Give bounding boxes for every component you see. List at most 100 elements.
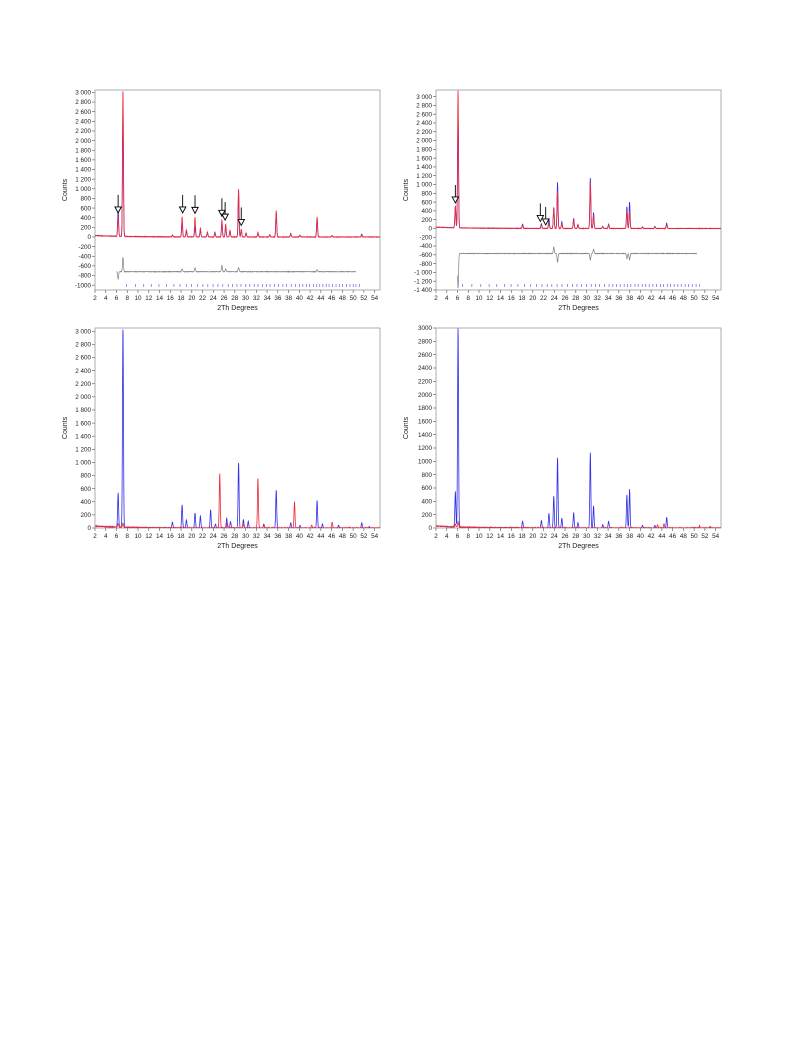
x-tick-label: 10 (135, 533, 143, 540)
x-tick-label: 18 (178, 295, 186, 302)
x-tick-label: 50 (350, 295, 358, 302)
peak-arrow (221, 202, 230, 222)
y-tick-label: 2 600 (416, 111, 432, 118)
y-tick-label: 3 000 (75, 328, 91, 335)
y-tick-label: 3000 (418, 325, 433, 332)
x-tick-label: 18 (178, 533, 186, 540)
y-tick-label: 1 800 (75, 407, 91, 414)
y-tick-label: 600 (421, 485, 432, 492)
x-tick-label: 6 (115, 533, 119, 540)
difference-curve (116, 257, 357, 281)
x-tick-label: 50 (691, 295, 699, 302)
y-tick-label: -1000 (75, 282, 92, 289)
y-tick-label: -600 (78, 263, 91, 270)
y-tick-label: 1 600 (75, 157, 91, 164)
peak-arrow (451, 184, 460, 204)
y-axis-label: Counts (62, 416, 69, 439)
x-tick-label: 34 (605, 533, 613, 540)
series-obs-line (436, 90, 721, 230)
x-tick-label: 30 (583, 533, 591, 540)
y-tick-label: 1 600 (416, 155, 432, 162)
x-tick-label: 8 (467, 295, 471, 302)
y-tick-label: 1 200 (416, 173, 432, 180)
y-tick-label: 600 (80, 486, 91, 493)
x-tick-label: 4 (104, 295, 108, 302)
y-tick-label: 2 800 (416, 103, 432, 110)
x-tick-label: 48 (680, 295, 688, 302)
x-tick-label: 22 (199, 533, 207, 540)
x-tick-label: 46 (669, 295, 677, 302)
y-tick-label: 400 (80, 215, 91, 222)
x-tick-label: 54 (712, 533, 720, 540)
y-tick-label: 1 600 (75, 420, 91, 427)
y-tick-label: 1 400 (75, 167, 91, 174)
x-tick-label: 40 (296, 533, 304, 540)
series-obs-line (95, 91, 380, 239)
x-tick-label: 42 (648, 295, 656, 302)
x-tick-label: 2 (434, 295, 438, 302)
x-tick-label: 44 (317, 295, 325, 302)
x-tick-label: 50 (691, 533, 699, 540)
x-tick-label: 26 (221, 533, 229, 540)
y-tick-label: 2 600 (75, 355, 91, 362)
y-axis-label: Counts (62, 178, 69, 201)
x-axis-label: 2Th Degrees (558, 543, 599, 550)
x-tick-label: 28 (572, 295, 580, 302)
x-tick-label: 48 (339, 533, 347, 540)
x-tick-label: 18 (519, 533, 527, 540)
x-tick-label: 52 (701, 533, 709, 540)
x-tick-label: 46 (328, 533, 336, 540)
y-tick-label: 2 000 (75, 394, 91, 401)
y-tick-label: 3 000 (75, 90, 91, 97)
x-tick-label: 24 (210, 295, 218, 302)
peak-arrow (536, 203, 545, 223)
x-tick-label: 32 (253, 533, 261, 540)
y-tick-label: 2 200 (75, 381, 91, 388)
x-tick-label: 10 (135, 295, 143, 302)
x-tick-label: 30 (583, 295, 591, 302)
x-tick-label: 36 (274, 533, 282, 540)
y-tick-label: 2 000 (75, 138, 91, 145)
y-tick-label: -1 000 (414, 270, 432, 277)
x-tick-label: 6 (456, 533, 460, 540)
y-tick-label: 400 (80, 499, 91, 506)
x-tick-label: 16 (167, 533, 175, 540)
x-tick-label: 32 (594, 533, 602, 540)
y-tick-label: 3 000 (416, 94, 432, 101)
x-tick-label: 38 (285, 533, 293, 540)
y-tick-label: 0 (87, 525, 91, 532)
y-tick-label: 1 400 (416, 164, 432, 171)
peak-arrow (114, 194, 123, 214)
peak-arrow (541, 206, 550, 226)
x-axis-label: 2Th Degrees (558, 305, 599, 312)
x-tick-label: 40 (296, 295, 304, 302)
x-tick-label: 34 (264, 533, 272, 540)
y-tick-label: 1400 (418, 432, 433, 439)
y-axis-label: Counts (403, 416, 410, 439)
y-tick-label: 400 (421, 208, 432, 215)
chart-panel-bottom-left: 3 000 2 800 2 600 2 400 2 200 2 000 1 800 1 600… (55, 320, 385, 550)
y-tick-label: 1 000 (416, 182, 432, 189)
y-tick-label: 2 600 (75, 109, 91, 116)
x-tick-label: 18 (519, 295, 527, 302)
x-tick-label: 8 (126, 295, 130, 302)
y-tick-label: 2600 (418, 352, 433, 359)
x-tick-label: 20 (188, 295, 196, 302)
x-tick-label: 14 (156, 533, 164, 540)
y-tick-label: 0 (87, 234, 91, 241)
y-tick-label: 2200 (418, 379, 433, 386)
x-tick-label: 2 (93, 295, 97, 302)
x-tick-label: 26 (562, 295, 570, 302)
y-tick-label: -200 (78, 244, 91, 251)
peak-arrow (217, 198, 226, 218)
x-tick-label: 52 (360, 295, 368, 302)
y-tick-label: 1 000 (75, 460, 91, 467)
reflection-ticks (126, 284, 361, 287)
series-calc-line (95, 112, 380, 238)
x-tick-label: 54 (371, 533, 379, 540)
x-tick-label: 46 (328, 295, 336, 302)
y-tick-label: 600 (80, 205, 91, 212)
